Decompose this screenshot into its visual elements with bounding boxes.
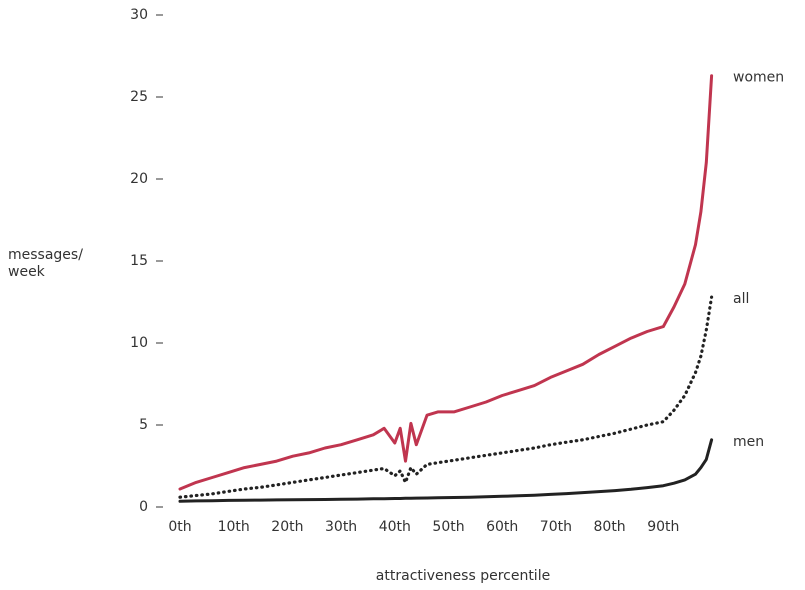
y-tick-label: 30 [130, 7, 148, 23]
y-axis-title: messages/ week [8, 247, 83, 280]
x-tick-label: 90th [647, 519, 679, 535]
x-tick-label: 70th [540, 519, 572, 535]
x-tick-label: 60th [486, 519, 518, 535]
y-tick-label: 20 [130, 171, 148, 187]
series-line [178, 438, 714, 503]
y-tick-label: 15 [130, 253, 148, 269]
x-tick-label: 20th [271, 519, 303, 535]
series-label: women [733, 70, 784, 86]
x-tick-label: 30th [325, 519, 357, 535]
y-tick-label: 5 [139, 417, 148, 433]
x-tick-label: 0th [168, 519, 191, 535]
series-line [178, 74, 714, 491]
x-axis-title: attractiveness percentile [376, 568, 550, 584]
series-line [178, 295, 714, 499]
series-label: men [733, 434, 764, 450]
x-tick-label: 80th [594, 519, 626, 535]
x-tick-label: 10th [218, 519, 250, 535]
y-tick-label: 0 [139, 499, 148, 515]
series-label: all [733, 291, 749, 307]
y-tick-label: 25 [130, 89, 148, 105]
x-tick-label: 40th [379, 519, 411, 535]
x-tick-label: 50th [432, 519, 464, 535]
y-tick-label: 10 [130, 335, 148, 351]
